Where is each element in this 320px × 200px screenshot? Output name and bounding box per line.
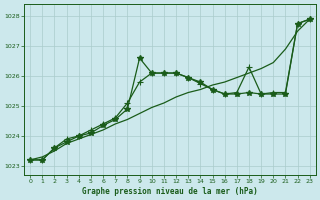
X-axis label: Graphe pression niveau de la mer (hPa): Graphe pression niveau de la mer (hPa) — [82, 187, 258, 196]
